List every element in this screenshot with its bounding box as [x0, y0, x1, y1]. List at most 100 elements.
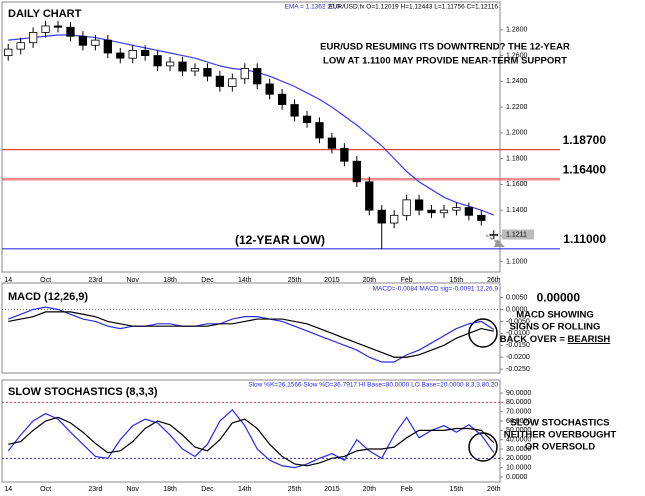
x-tick-label: 15th: [450, 486, 464, 493]
candle-body: [414, 199, 424, 211]
x-tick-label: 23rd: [88, 486, 102, 493]
x-tick-label: Dec: [201, 486, 214, 493]
candle-body: [377, 209, 386, 224]
candle-body: [165, 61, 175, 67]
y-tick-label: 1.2200: [506, 104, 528, 111]
x-tick-label: Dec: [201, 277, 214, 284]
y-tick-label: 1.2600: [506, 52, 528, 59]
y-tick-label: 1.1600: [506, 181, 528, 188]
x-tick-label: Feb: [401, 486, 413, 493]
candle-body: [153, 55, 162, 67]
last-price-label: 1.1211: [506, 231, 527, 238]
y-tick-label: 1.1800: [506, 155, 528, 162]
candle-body: [240, 68, 249, 80]
x-tick-label: 14th: [238, 277, 252, 284]
x-tick-label: 14th: [238, 486, 252, 493]
candle-body: [315, 122, 324, 139]
macd-panel: [1, 282, 501, 374]
header: MACD=-0.0084 MACD sig=-0.0091 12,26,9: [373, 286, 499, 293]
candle-body: [66, 26, 75, 37]
candle-body: [402, 199, 411, 216]
candle-body: [16, 42, 25, 50]
y-tick-label: 90.0000: [506, 390, 531, 397]
y-tick-label: 10.0000: [506, 464, 531, 471]
candle-body: [464, 207, 474, 216]
annotation: OR OVERSOLD: [525, 442, 595, 453]
price-panel: [1, 1, 501, 273]
panel-title: SLOW STOCHASTICS (8,3,3): [8, 386, 158, 398]
indicator-line: [8, 311, 494, 358]
y-tick-label: 0.0000: [506, 474, 528, 481]
y-tick-label: 30.0000: [506, 446, 531, 453]
candle-body: [352, 160, 361, 183]
ema-line: [8, 34, 494, 216]
indicator-line: [8, 416, 495, 467]
candle-body: [215, 75, 225, 87]
level-label: 1.18700: [563, 133, 607, 147]
y-tick-label: 0.0050: [506, 294, 528, 301]
x-tick-label: Feb: [401, 277, 413, 284]
candle-body: [41, 25, 50, 33]
header: Slow %K=26.1566 Slow %D=36.7917 HI Base=…: [248, 382, 498, 389]
candle-body: [365, 181, 374, 211]
y-tick-label: -0.0150: [506, 342, 530, 349]
annotation-emphasis: BEARISH: [568, 334, 611, 345]
x-tick-label: 14: [4, 486, 12, 493]
x-tick-label: 25th: [288, 486, 302, 493]
y-tick-label: -0.0100: [506, 330, 530, 337]
candle-body: [427, 209, 436, 214]
annotation: LOW AT 1.1100 MAY PROVIDE NEAR-TERM SUPP…: [323, 56, 567, 67]
candle-body: [489, 234, 498, 237]
x-tick-label: 15th: [450, 277, 464, 284]
candle-body: [203, 68, 212, 77]
annotation: BACK OVER =: [500, 334, 568, 345]
candle-body: [91, 39, 100, 46]
annotation: BACK OVER = BEARISH: [500, 334, 611, 345]
level-note: (12-YEAR LOW): [235, 233, 325, 247]
candle-body: [103, 39, 112, 54]
x-tick-label: Nov: [126, 486, 139, 493]
panel-title: MACD (12,26,9): [8, 291, 88, 303]
projection-arrow: [485, 234, 501, 245]
candle-body: [53, 25, 63, 28]
y-tick-label: 0.0000: [506, 306, 528, 313]
highlight-circle: [468, 432, 498, 462]
candle-body: [190, 68, 200, 72]
candle-body: [265, 83, 274, 95]
candle-body: [452, 207, 461, 211]
candle-body: [253, 68, 262, 85]
last-price-box: [502, 229, 534, 240]
y-tick-label: -0.0200: [506, 354, 530, 361]
candle-body: [116, 52, 125, 59]
chart-title: DAILY CHART: [8, 8, 82, 20]
x-tick-label: Nov: [126, 277, 139, 284]
y-tick-label: 20.0000: [506, 455, 531, 462]
candle-body: [390, 214, 399, 224]
candle-body: [277, 93, 287, 105]
candle-body: [128, 50, 137, 59]
candle-body: [340, 147, 349, 162]
candle-body: [141, 50, 150, 56]
x-tick-label: 26th: [487, 486, 501, 493]
annotation: SIGNS OF ROLLING: [510, 322, 601, 333]
x-tick-label: 20th: [362, 277, 376, 284]
arrow-head: [494, 239, 505, 247]
y-tick-label: 40.0000: [506, 437, 531, 444]
x-tick-label: Oct: [40, 277, 51, 284]
y-tick-label: 70.0000: [506, 409, 531, 416]
candle-body: [28, 32, 38, 44]
zero-label: 0.00000: [537, 291, 581, 305]
x-tick-label: 23rd: [88, 277, 102, 284]
x-tick-label: 18th: [163, 486, 177, 493]
stoch-panel: [1, 379, 501, 483]
x-tick-label: 25th: [288, 277, 302, 284]
candle-body: [178, 61, 187, 72]
level-label: 1.16400: [563, 162, 607, 176]
candle-body: [327, 137, 337, 149]
y-tick-label: 1.2800: [506, 27, 528, 34]
header: EMA = 1.1362 20,0: [285, 4, 341, 11]
candle-body: [439, 209, 449, 214]
annotation: MACD SHOWING: [516, 310, 594, 321]
